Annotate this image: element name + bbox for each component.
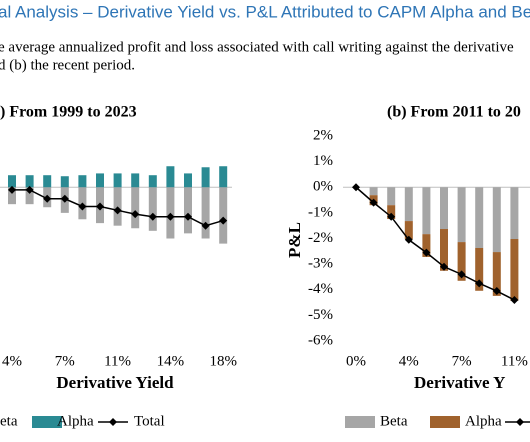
y-tick-label: -1%	[308, 204, 333, 220]
bar-segment	[96, 173, 104, 188]
total-line	[355, 186, 515, 301]
x-tick-label: 18%	[209, 353, 237, 369]
total-marker	[387, 212, 396, 221]
y-axis-title: P&L	[285, 222, 304, 258]
bar-segment	[201, 167, 210, 188]
bar-segment	[8, 187, 16, 205]
bar-segment	[422, 187, 431, 235]
bar-segment	[113, 173, 122, 188]
x-tick-label: 4%	[399, 353, 419, 369]
bar-segment	[510, 239, 519, 301]
chart-title: (b) From 2011 to 20	[387, 104, 521, 121]
total-marker	[219, 216, 228, 225]
legend-swatch	[345, 416, 375, 428]
y-tick-label: -2%	[308, 230, 333, 246]
x-axis-title: Derivative Y	[414, 373, 505, 392]
bar-segment	[404, 187, 413, 222]
bar-segment	[25, 187, 34, 205]
legend-label: eta	[0, 413, 18, 429]
legend-label: Beta	[380, 413, 408, 429]
y-tick-label: 1%	[313, 153, 333, 169]
bar-segment	[422, 234, 431, 257]
subtitle-line: e average annualized profit and loss ass…	[0, 39, 514, 55]
total-marker	[475, 279, 484, 288]
bar-segment	[404, 221, 413, 240]
total-marker	[131, 210, 140, 219]
legend-swatch	[32, 416, 62, 428]
total-marker	[440, 262, 448, 271]
bar-segment	[440, 229, 448, 271]
x-tick-label: 4%	[2, 353, 22, 369]
x-tick-label: 11%	[501, 353, 528, 369]
total-marker	[352, 183, 360, 192]
bar-segment	[60, 176, 69, 188]
x-tick-label: 7%	[55, 353, 75, 369]
page-title: al Analysis – Derivative Yield vs. P&L A…	[0, 2, 530, 21]
bar-segment	[148, 187, 157, 231]
bar-segment	[492, 187, 501, 253]
total-marker	[184, 212, 192, 221]
y-tick-label: -5%	[308, 307, 333, 323]
bar-segment	[43, 175, 52, 188]
total-marker	[78, 202, 87, 211]
bar-segment	[387, 205, 396, 220]
bar-segment	[78, 175, 87, 188]
y-tick-label: 0%	[313, 179, 333, 195]
total-marker	[43, 194, 52, 203]
subtitle-line: d (b) the recent period.	[0, 57, 135, 73]
legend-label: Alpha	[57, 413, 94, 429]
total-marker	[148, 212, 157, 221]
bar-segment	[492, 252, 501, 296]
legend-label: Alpha	[465, 413, 502, 429]
total-marker	[113, 206, 122, 215]
total-marker	[404, 235, 413, 244]
legend-label: Total	[134, 413, 165, 429]
bar-segment	[201, 187, 210, 239]
bar-segment	[131, 173, 140, 188]
total-marker	[510, 296, 519, 304]
x-tick-label: 11%	[104, 353, 131, 369]
total-marker	[8, 185, 16, 194]
legend-marker	[109, 418, 117, 426]
bar-segment	[148, 175, 157, 188]
bar-segment	[457, 242, 466, 281]
y-tick-label: 2%	[313, 127, 333, 143]
bar-segment	[25, 175, 34, 188]
total-marker	[492, 287, 501, 296]
bar-segment	[166, 166, 175, 188]
x-tick-label: 7%	[452, 353, 472, 369]
total-marker	[457, 270, 466, 279]
total-marker	[369, 198, 378, 207]
total-marker	[201, 221, 210, 230]
x-axis-title: Derivative Yield	[56, 373, 174, 392]
y-tick-label: -4%	[308, 281, 333, 297]
bar-segment	[369, 187, 378, 196]
bar-segment	[219, 166, 228, 188]
chart-title: ) From 1999 to 2023	[0, 104, 137, 121]
bar-segment	[184, 187, 192, 234]
x-tick-label: 0%	[346, 353, 366, 369]
bar-segment	[219, 187, 228, 244]
bar-segment	[457, 187, 466, 243]
bar-segment	[8, 175, 16, 188]
legend-marker	[516, 418, 524, 426]
bar-segment	[184, 173, 192, 188]
x-tick-label: 14%	[157, 353, 185, 369]
total-marker	[60, 194, 69, 203]
y-tick-label: -6%	[308, 332, 333, 348]
bar-segment	[475, 187, 484, 248]
bar-segment	[387, 187, 396, 206]
bar-segment	[440, 187, 448, 230]
total-marker	[25, 185, 34, 194]
bar-segment	[510, 187, 519, 240]
total-marker	[96, 202, 104, 211]
legend-swatch	[430, 416, 460, 428]
total-marker	[422, 248, 431, 257]
y-tick-label: -3%	[308, 256, 333, 272]
total-marker	[166, 212, 175, 221]
bar-segment	[475, 247, 484, 291]
bar-segment	[131, 187, 140, 229]
